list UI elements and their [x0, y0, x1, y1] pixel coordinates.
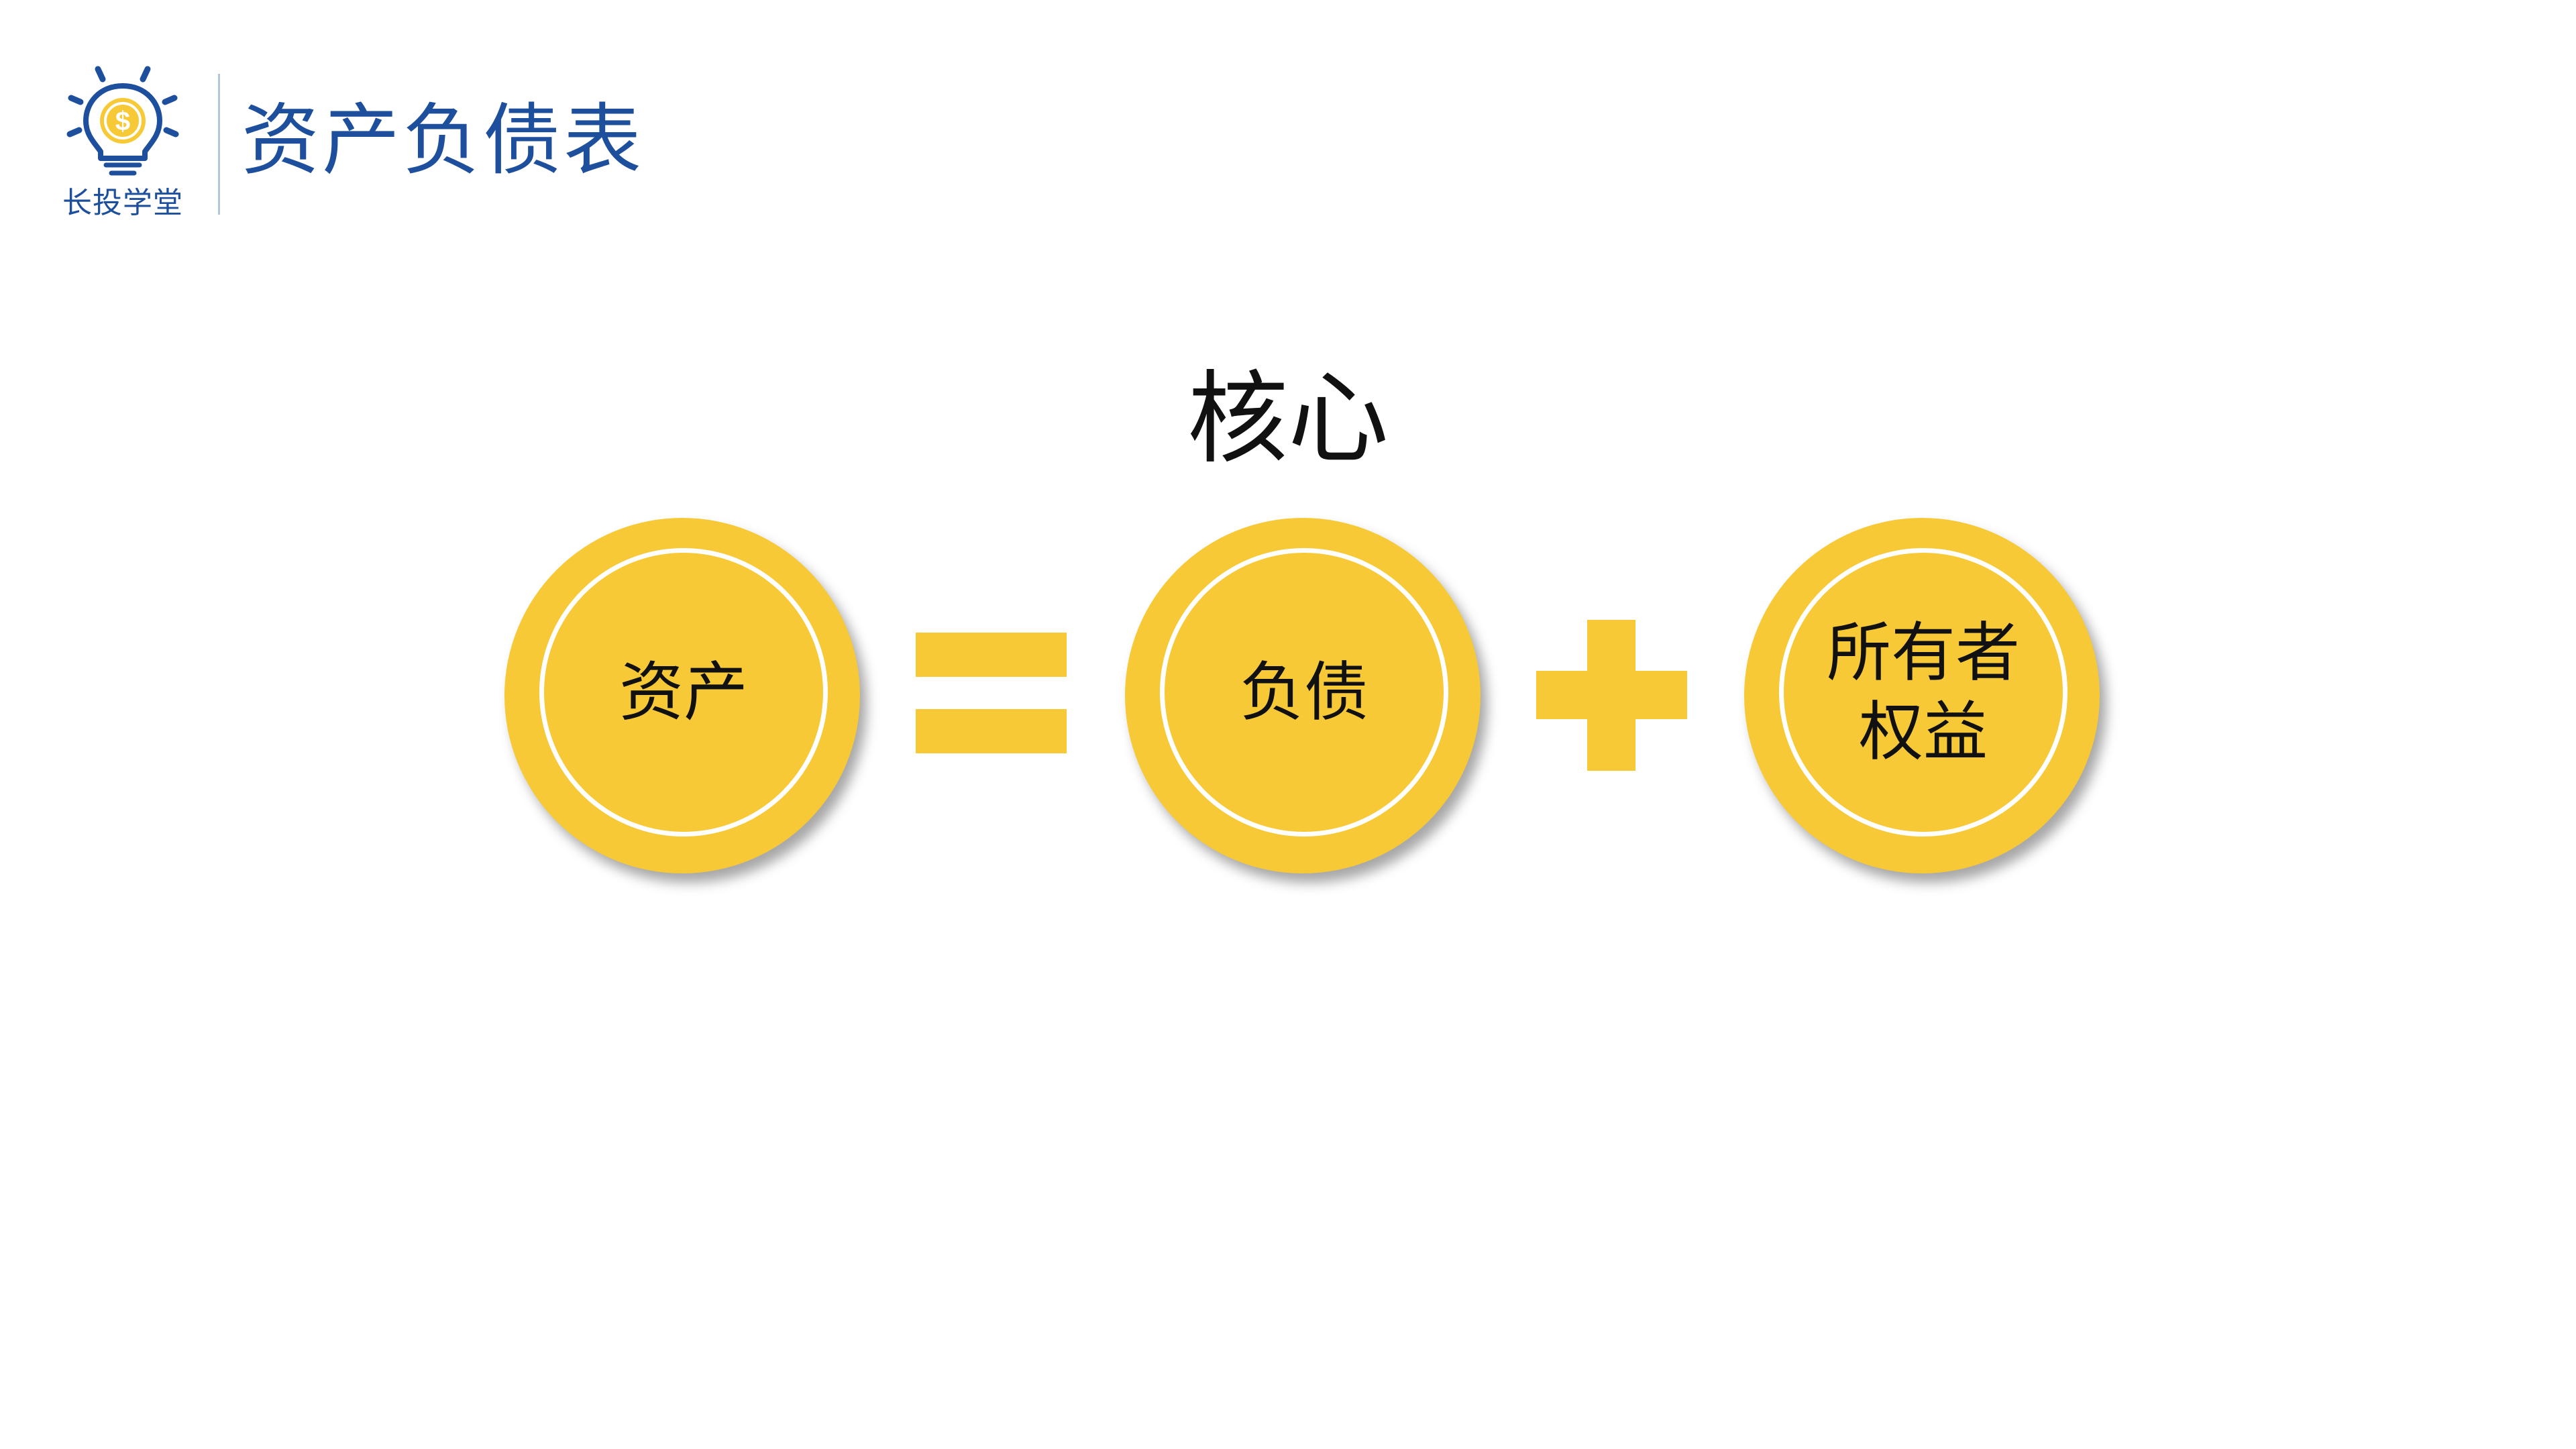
liabilities-circle-ring: 负债 — [1160, 548, 1448, 837]
logo-text: 长投学堂 — [62, 186, 183, 220]
equals-sign-bottom-bar — [916, 709, 1067, 753]
equals-sign-top-bar — [916, 633, 1067, 677]
lightbulb-dollar-icon: $ — [66, 66, 179, 176]
core-heading: 核心 — [1187, 361, 1389, 478]
assets-label: 资产 — [619, 655, 748, 730]
assets-circle-ring: 资产 — [539, 548, 828, 837]
equity-circle: 所有者 权益 — [1744, 518, 2100, 873]
header-divider — [218, 74, 220, 215]
equity-circle-ring: 所有者 权益 — [1779, 548, 2068, 837]
liabilities-circle: 负债 — [1125, 518, 1481, 873]
equity-label: 所有者 权益 — [1827, 615, 2020, 769]
plus-sign-vertical-bar — [1587, 620, 1635, 771]
logo: $ 长投学堂 — [52, 59, 193, 220]
assets-circle: 资产 — [504, 518, 860, 873]
page-title: 资产负债表 — [241, 95, 644, 186]
liabilities-label: 负债 — [1240, 655, 1368, 730]
svg-text:$: $ — [115, 107, 130, 136]
